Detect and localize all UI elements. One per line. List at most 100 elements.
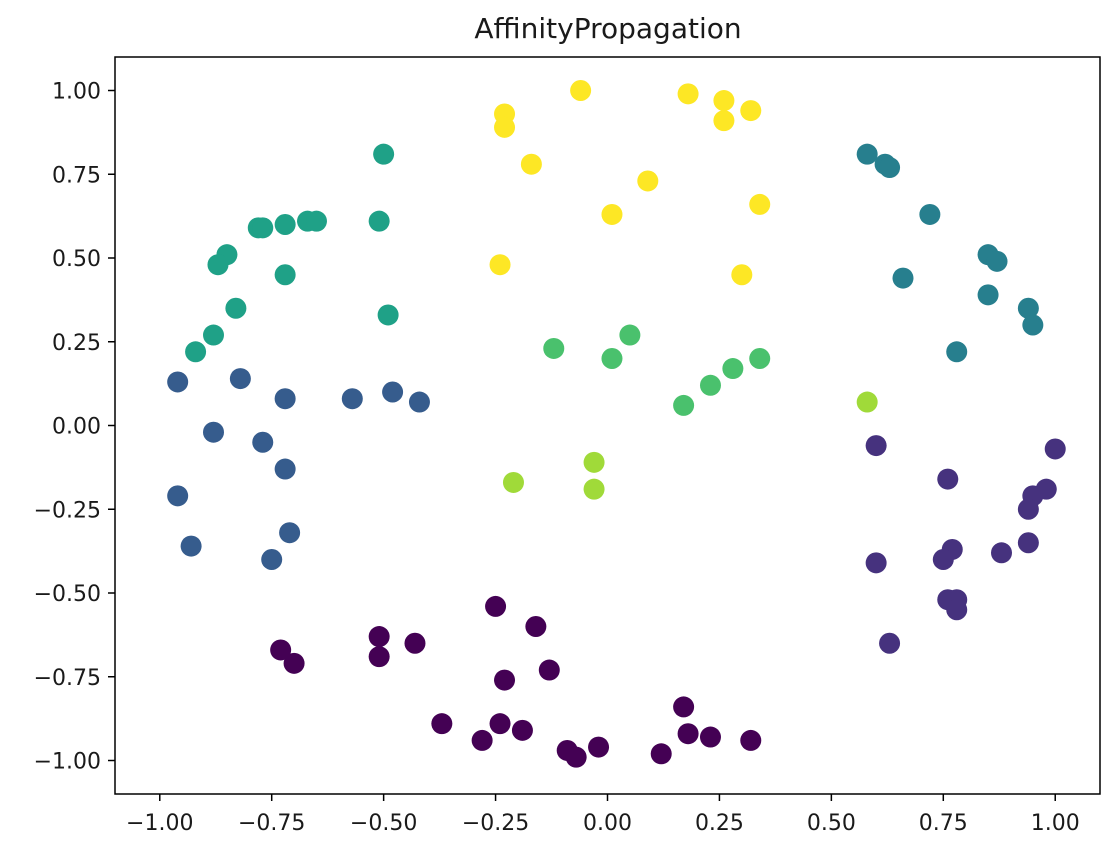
scatter-point-cluster-0 [368,646,390,668]
scatter-point-cluster-3 [977,284,999,306]
scatter-point-cluster-1 [1017,498,1039,520]
scatter-point-cluster-6 [583,451,605,473]
scatter-point-cluster-1 [991,542,1012,564]
x-tick-label: 0.50 [807,811,856,836]
scatter-point-cluster-1 [932,549,954,570]
x-tick-label: 0.00 [583,811,632,836]
y-tick-label: 0.50 [52,247,101,272]
scatter-point-cluster-5 [619,324,641,346]
scatter-point-cluster-3 [946,341,968,363]
scatter-point-cluster-5 [699,374,721,396]
scatter-point-cluster-4 [225,297,247,319]
axis-ticks: −1.00 −0.75 −0.50 −0.25 0.00 0.25 0.50 0.75 1.00… [34,80,1080,837]
scatter-point-cluster-2 [180,535,202,557]
scatter-point-cluster-5 [749,348,771,369]
scatter-point-cluster-7 [637,170,659,192]
scatter-point-cluster-0 [525,616,547,637]
scatter-point-cluster-7 [740,100,762,122]
scatter-point-cluster-2 [252,431,274,453]
scatter-point-cluster-0 [270,639,292,661]
scatter-point-cluster-4 [252,217,274,239]
y-tick-label: 0.00 [52,415,101,440]
data-points [167,80,1066,768]
x-tick-label: −0.25 [462,811,529,836]
scatter-point-cluster-7 [494,116,516,138]
scatter-point-cluster-4 [373,143,395,165]
scatter-point-cluster-3 [879,157,901,179]
scatter-point-cluster-2 [274,388,296,410]
x-tick-label: 0.75 [919,811,968,836]
scatter-point-cluster-2 [279,522,301,544]
scatter-point-cluster-7 [731,264,753,286]
scatter-point-cluster-5 [673,394,695,416]
y-tick-label: 1.00 [52,80,101,105]
scatter-point-cluster-2 [167,485,189,507]
scatter-point-cluster-6 [583,478,605,500]
scatter-point-cluster-7 [713,90,735,112]
scatter-point-cluster-0 [677,723,699,745]
scatter-point-cluster-7 [749,193,771,215]
scatter-point-cluster-0 [538,659,560,681]
scatter-point-cluster-0 [283,652,305,674]
scatter-point-cluster-0 [431,713,453,735]
scatter-point-cluster-1 [879,632,901,654]
x-tick-label: 1.00 [1031,811,1080,836]
scatter-point-cluster-5 [543,337,565,359]
scatter-point-cluster-0 [485,595,507,617]
scatter-point-cluster-5 [722,358,744,380]
x-tick-label: 0.25 [695,811,744,836]
scatter-point-cluster-2 [167,371,189,393]
scatter-point-cluster-7 [489,254,511,276]
scatter-point-cluster-0 [650,743,672,765]
scatter-point-cluster-4 [203,324,224,346]
scatter-point-cluster-1 [1017,532,1039,554]
x-tick-label: −0.75 [238,811,305,836]
scatter-point-cluster-7 [677,83,699,105]
scatter-point-cluster-0 [673,696,695,718]
scatter-point-cluster-1 [937,468,959,490]
scatter-point-cluster-0 [489,713,511,735]
scatter-point-cluster-3 [919,203,941,225]
scatter-point-cluster-4 [305,210,327,232]
scatter-point-cluster-7 [713,110,735,132]
y-tick-label: 0.75 [52,163,101,188]
scatter-point-cluster-2 [203,421,224,443]
scatter-point-cluster-0 [404,632,426,654]
y-tick-label: 0.25 [52,331,101,356]
scatter-point-cluster-1 [946,599,968,621]
scatter-point-cluster-0 [368,626,390,648]
scatter-point-cluster-0 [699,726,721,748]
scatter-point-cluster-0 [494,669,516,691]
scatter-point-cluster-3 [856,143,878,165]
scatter-point-cluster-0 [565,746,587,768]
scatter-point-cluster-2 [261,549,283,570]
scatter-point-cluster-2 [341,388,363,410]
scatter-point-cluster-4 [274,214,296,235]
y-tick-label: −0.75 [34,666,101,691]
scatter-point-cluster-7 [570,80,592,101]
scatter-point-cluster-3 [986,250,1008,272]
scatter-point-cluster-7 [601,203,623,225]
scatter-point-cluster-4 [185,341,207,363]
chart-title: AffinityPropagation [474,12,741,45]
x-tick-label: −1.00 [126,811,193,836]
scatter-point-cluster-2 [382,381,404,403]
scatter-point-cluster-0 [471,729,493,751]
scatter-point-cluster-0 [588,736,610,758]
scatter-point-cluster-3 [1022,314,1044,336]
y-tick-label: −0.25 [34,498,101,523]
scatter-point-cluster-6 [502,471,524,493]
scatter-point-cluster-2 [408,391,430,413]
scatter-point-cluster-3 [892,267,914,289]
y-tick-label: −1.00 [34,750,101,775]
scatter-point-cluster-1 [1044,438,1066,460]
x-tick-label: −0.50 [350,811,417,836]
y-tick-label: −0.50 [34,582,101,607]
scatter-point-cluster-4 [377,304,399,326]
scatter-point-cluster-0 [740,729,762,751]
scatter-point-cluster-3 [1017,297,1039,319]
scatter-point-cluster-1 [865,435,887,457]
scatter-point-cluster-5 [601,348,623,369]
